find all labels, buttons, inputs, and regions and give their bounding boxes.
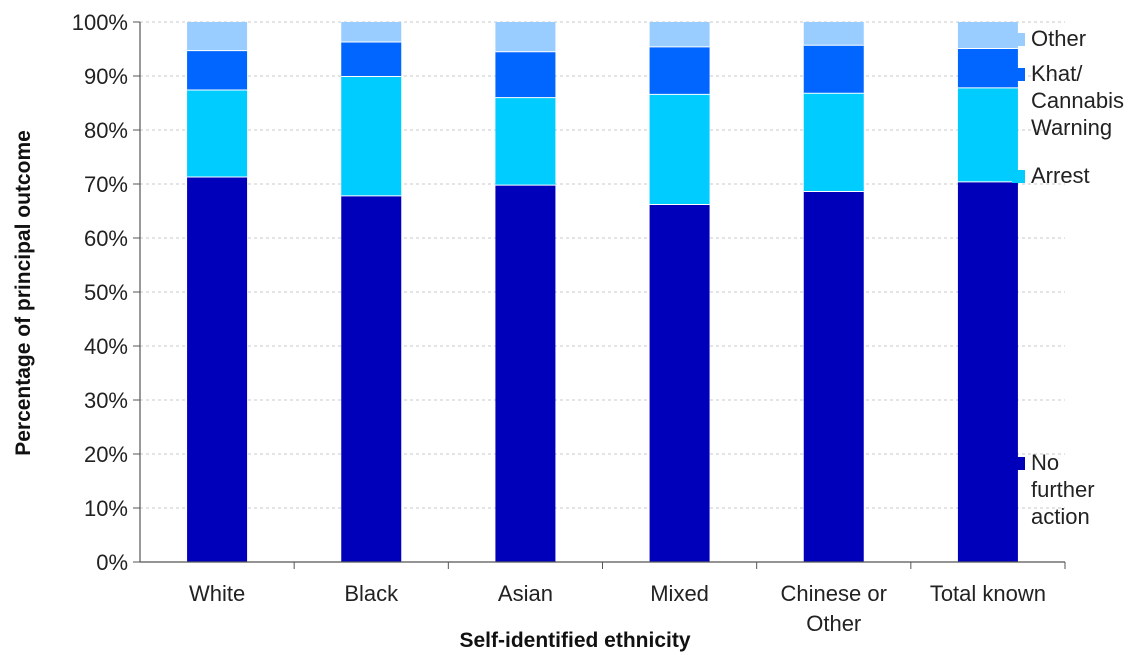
bar-segment	[803, 93, 864, 192]
legend-swatch	[1012, 457, 1025, 470]
legend-label: No further action	[1031, 450, 1095, 529]
legend: Other Khat/Cannabis Warning Arrest No further…	[1012, 26, 1124, 529]
bar-segment	[649, 46, 710, 95]
gridlines	[140, 21, 1065, 509]
bar-segment	[649, 204, 710, 562]
bar-segment	[495, 22, 556, 52]
bar-segment	[187, 90, 248, 177]
legend-label: Khat/Cannabis Warning	[1031, 61, 1124, 140]
x-tick-label: Chinese or Other	[781, 581, 887, 636]
bar-segment	[341, 41, 402, 77]
bar-segment	[341, 195, 402, 562]
bar-segment	[649, 94, 710, 205]
x-tick-label: White	[189, 581, 245, 606]
bar-segment	[187, 22, 248, 51]
bar-segment	[957, 87, 1018, 182]
y-tick-label: 70%	[84, 172, 128, 197]
bar-segment	[803, 22, 864, 46]
bar-segment	[803, 191, 864, 562]
bar-segment	[495, 97, 556, 186]
bar-segment	[957, 181, 1018, 562]
y-tick-label: 50%	[84, 280, 128, 305]
x-axis-title: Self-identified ethnicity	[459, 629, 690, 652]
y-tick-label: 100%	[72, 10, 128, 35]
bar-segment	[187, 50, 248, 91]
bar-segment	[495, 51, 556, 98]
y-tick-label: 20%	[84, 442, 128, 467]
y-axis-title: Percentage of principal outcome	[12, 130, 35, 456]
legend-label: Arrest	[1031, 163, 1090, 188]
bar-segment	[649, 22, 710, 47]
y-tick-label: 0%	[96, 550, 128, 575]
y-tick-label: 60%	[84, 226, 128, 251]
legend-swatch	[1012, 68, 1025, 81]
legend-swatch	[1012, 33, 1025, 46]
x-tick-label: Mixed	[650, 581, 709, 606]
bar-segment	[187, 176, 248, 563]
x-tick-label: Asian	[498, 581, 553, 606]
x-tick-label: Total known	[930, 581, 1046, 606]
x-tick-label: Black	[344, 581, 399, 606]
tick-labels: 0% 10% 20% 30% 40% 50% 60% 70% 80% 90% 100% White Bl…	[72, 10, 1046, 636]
y-tick-label: 40%	[84, 334, 128, 359]
bar-segment	[803, 45, 864, 94]
y-tick-label: 90%	[84, 64, 128, 89]
bar-segment	[957, 48, 1018, 88]
axes	[133, 21, 1066, 569]
y-tick-label: 10%	[84, 496, 128, 521]
bars	[187, 22, 1018, 563]
legend-label: Other	[1031, 26, 1086, 51]
y-tick-label: 30%	[84, 388, 128, 413]
y-tick-label: 80%	[84, 118, 128, 143]
bar-segment	[957, 22, 1018, 49]
bar-segment	[341, 76, 402, 196]
bar-segment	[495, 185, 556, 562]
legend-swatch	[1012, 170, 1025, 183]
bar-segment	[341, 22, 402, 42]
